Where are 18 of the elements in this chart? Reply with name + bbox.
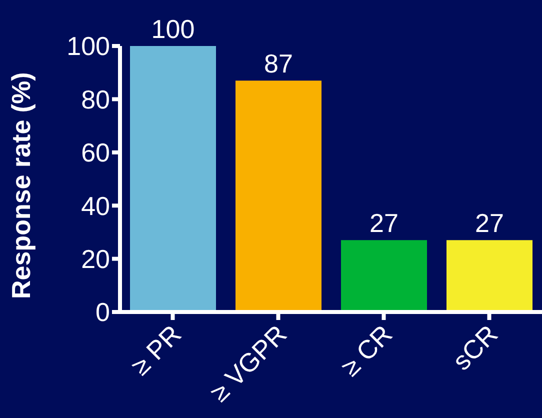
bar	[130, 46, 216, 312]
y-tick-label: 100	[66, 31, 110, 62]
y-tick-label: 80	[81, 84, 110, 114]
data-label: 87	[264, 48, 293, 79]
x-tick-label: sCR	[446, 319, 504, 376]
y-tick-label: 60	[81, 138, 110, 168]
x-tick-label: ≥ PR	[125, 319, 187, 381]
data-label: 27	[475, 208, 504, 238]
y-axis-title: Response rate (%)	[6, 72, 36, 299]
bar	[446, 240, 532, 312]
y-tick-label: 40	[81, 190, 110, 221]
bar	[236, 80, 322, 312]
data-label: 100	[151, 14, 195, 44]
bar	[341, 240, 427, 312]
y-tick-label: 20	[81, 244, 110, 274]
y-tick-label: 0	[96, 297, 110, 328]
x-tick-label: ≥ CR	[335, 319, 398, 382]
data-label: 27	[370, 208, 398, 238]
